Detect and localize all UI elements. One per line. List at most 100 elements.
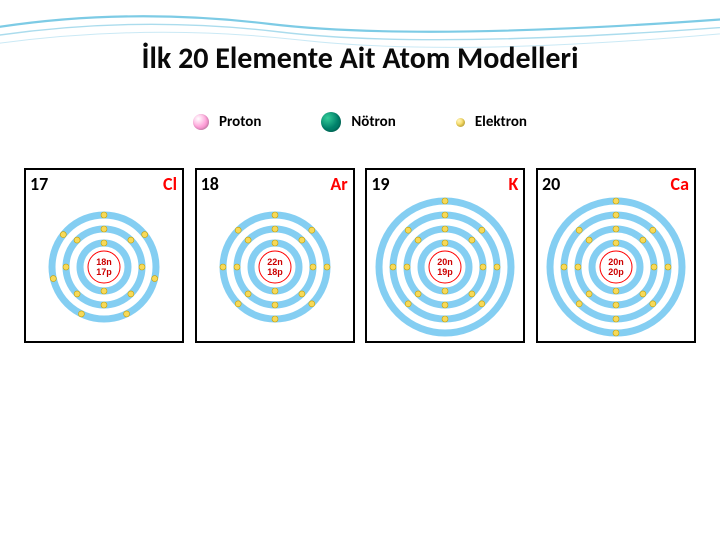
nucleus-neutrons: 20n: [608, 257, 624, 267]
atom-diagram: 20n19p: [367, 192, 523, 342]
electron-icon: [272, 316, 278, 322]
atom-card: 18Ar22n18p: [195, 168, 355, 343]
electron-icon: [308, 301, 314, 307]
electron-icon: [245, 291, 251, 297]
electron-icon: [613, 302, 619, 308]
electron-icon: [640, 291, 646, 297]
electron-icon: [404, 264, 410, 270]
electron-icon: [63, 264, 69, 270]
electron-icon: [665, 264, 671, 270]
electron-icon: [139, 264, 145, 270]
electron-icon: [308, 227, 314, 233]
electron-icon: [613, 226, 619, 232]
electron-icon: [442, 316, 448, 322]
electron-icon: [272, 288, 278, 294]
electron-icon: [128, 237, 134, 243]
legend-dot-icon: [321, 112, 341, 132]
electron-icon: [299, 291, 305, 297]
legend-item: Nötron: [321, 112, 395, 132]
electron-icon: [576, 301, 582, 307]
electron-icon: [128, 291, 134, 297]
electron-icon: [272, 302, 278, 308]
electron-icon: [60, 232, 66, 238]
electron-icon: [640, 237, 646, 243]
electron-icon: [234, 264, 240, 270]
electron-icon: [575, 264, 581, 270]
nucleus-protons: 20p: [608, 267, 624, 277]
electron-icon: [142, 232, 148, 238]
legend-dot-icon: [456, 118, 465, 127]
electron-icon: [469, 291, 475, 297]
electron-icon: [480, 264, 486, 270]
legend-item: Elektron: [456, 113, 527, 131]
nucleus-protons: 19p: [438, 267, 454, 277]
electron-icon: [561, 264, 567, 270]
electron-icon: [469, 237, 475, 243]
electron-icon: [310, 264, 316, 270]
electron-icon: [272, 212, 278, 218]
electron-icon: [613, 240, 619, 246]
nucleus-protons: 17p: [96, 267, 112, 277]
nucleus-protons: 18p: [267, 267, 283, 277]
atom-models-row: 17Cl18n17p18Ar22n18p19K20n19p20Ca20n20p: [24, 168, 696, 343]
electron-icon: [406, 301, 412, 307]
electron-icon: [479, 301, 485, 307]
legend: Proton Nötron Elektron: [0, 112, 720, 132]
atom-card: 17Cl18n17p: [24, 168, 184, 343]
legend-label: Elektron: [475, 113, 527, 131]
electron-icon: [442, 240, 448, 246]
nucleus-neutrons: 20n: [438, 257, 454, 267]
electron-icon: [586, 291, 592, 297]
electron-icon: [442, 198, 448, 204]
atom-diagram: 18n17p: [26, 192, 182, 342]
electron-icon: [299, 237, 305, 243]
electron-icon: [613, 198, 619, 204]
page-title: İlk 20 Elemente Ait Atom Modelleri: [0, 40, 720, 77]
electron-icon: [613, 316, 619, 322]
electron-icon: [220, 264, 226, 270]
legend-item: Proton: [193, 113, 261, 131]
atom-card: 20Ca20n20p: [536, 168, 696, 343]
electron-icon: [651, 264, 657, 270]
nucleus-neutrons: 22n: [267, 257, 283, 267]
atom-card: 19K20n19p: [365, 168, 525, 343]
electron-icon: [613, 288, 619, 294]
electron-icon: [152, 276, 158, 282]
electron-icon: [576, 227, 582, 233]
electron-icon: [101, 240, 107, 246]
electron-icon: [415, 291, 421, 297]
electron-icon: [406, 227, 412, 233]
legend-label: Proton: [219, 113, 261, 131]
electron-icon: [235, 227, 241, 233]
electron-icon: [101, 288, 107, 294]
nucleus-neutrons: 18n: [96, 257, 112, 267]
electron-icon: [324, 264, 330, 270]
electron-icon: [390, 264, 396, 270]
electron-icon: [479, 227, 485, 233]
electron-icon: [74, 291, 80, 297]
electron-icon: [101, 302, 107, 308]
electron-icon: [613, 330, 619, 336]
legend-label: Nötron: [351, 113, 395, 131]
electron-icon: [586, 237, 592, 243]
legend-dot-icon: [193, 114, 209, 130]
electron-icon: [415, 237, 421, 243]
electron-icon: [245, 237, 251, 243]
electron-icon: [650, 301, 656, 307]
electron-icon: [74, 237, 80, 243]
electron-icon: [124, 311, 130, 317]
atom-diagram: 20n20p: [538, 192, 694, 342]
electron-icon: [494, 264, 500, 270]
electron-icon: [235, 301, 241, 307]
electron-icon: [78, 311, 84, 317]
electron-icon: [442, 288, 448, 294]
electron-icon: [272, 240, 278, 246]
electron-icon: [650, 227, 656, 233]
electron-icon: [442, 302, 448, 308]
electron-icon: [272, 226, 278, 232]
atom-diagram: 22n18p: [197, 192, 353, 342]
electron-icon: [442, 212, 448, 218]
electron-icon: [101, 226, 107, 232]
electron-icon: [613, 212, 619, 218]
electron-icon: [442, 226, 448, 232]
